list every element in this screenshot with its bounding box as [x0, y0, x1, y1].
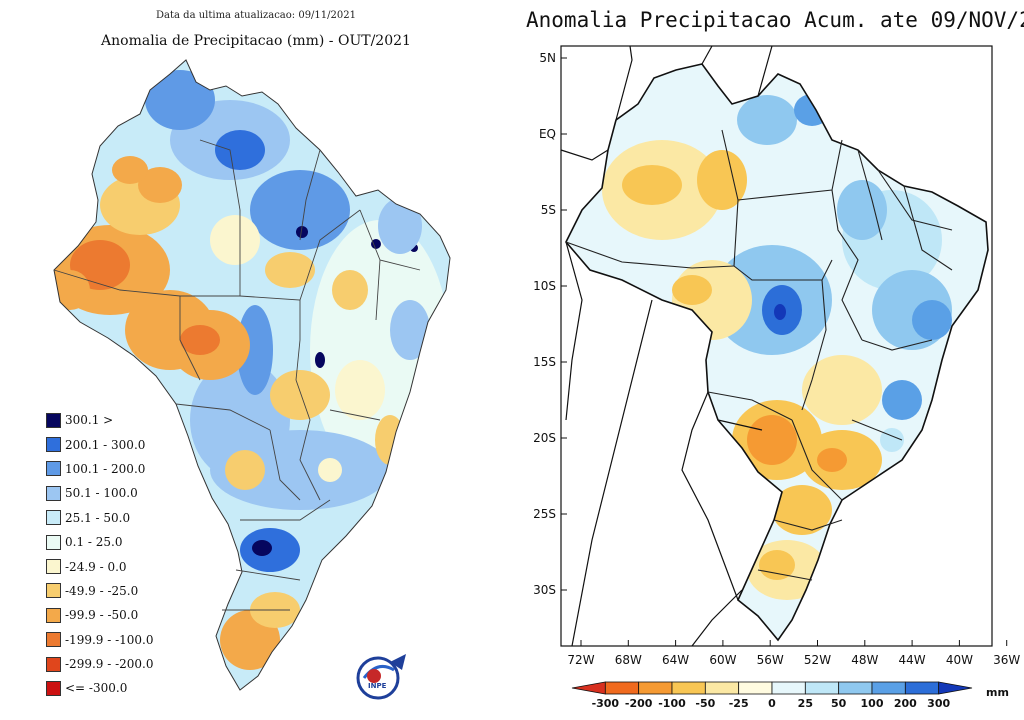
- colorbar-segment: [604, 681, 640, 695]
- colorbar-label: 300: [927, 697, 950, 710]
- legend-item: 100.1 - 200.0: [46, 457, 154, 481]
- legend-swatch: [46, 485, 61, 501]
- lon-tick-label: 56W: [757, 653, 784, 667]
- colorbar-segment: [738, 681, 773, 695]
- legend-swatch: [46, 583, 61, 599]
- legend-label: -49.9 - -25.0: [65, 583, 139, 598]
- lat-tick-label: 5N: [539, 51, 556, 65]
- lon-tick-label: 64W: [662, 653, 689, 667]
- right-map-panel: Anomalia Precipitacao Acum. ate 09/NOV/2…: [512, 0, 1024, 720]
- legend-swatch: [46, 607, 61, 623]
- right-map-title: Anomalia Precipitacao Acum. ate 09/NOV/2…: [526, 8, 1024, 32]
- colorbar-label: 200: [894, 697, 917, 710]
- colorbar-label: 100: [861, 697, 884, 710]
- lon-tick-label: 40W: [946, 653, 973, 667]
- legend-item: -299.9 - -200.0: [46, 652, 154, 676]
- colorbar-segment: [638, 681, 673, 695]
- colorbar-label: -25: [729, 697, 749, 710]
- colorbar-segment: [938, 681, 973, 695]
- inpe-logo: INPE: [356, 654, 406, 700]
- colorbar-segment: [571, 681, 606, 695]
- legend-label: 300.1 >: [65, 413, 114, 428]
- left-brazil-map: [53, 59, 451, 691]
- legend-label: -199.9 - -100.0: [65, 632, 154, 647]
- legend-label: 50.1 - 100.0: [65, 486, 138, 501]
- lon-tick-label: 48W: [851, 653, 878, 667]
- colorbar-segment: [838, 681, 873, 695]
- legend-item: -199.9 - -100.0: [46, 628, 154, 652]
- legend-swatch: [46, 534, 61, 550]
- inpe-logo-text: INPE: [368, 682, 387, 690]
- legend-item: <= -300.0: [46, 676, 154, 700]
- lat-tick-label: EQ: [539, 127, 556, 141]
- lat-tick-label: 10S: [533, 279, 556, 293]
- legend-item: -49.9 - -25.0: [46, 579, 154, 603]
- left-map-title: Anomalia de Precipitacao (mm) - OUT/2021: [101, 33, 411, 49]
- legend-label: 25.1 - 50.0: [65, 510, 131, 525]
- legend-label: <= -300.0: [65, 681, 128, 696]
- legend-swatch: [46, 412, 61, 428]
- colorbar-label: -200: [625, 697, 653, 710]
- legend-swatch: [46, 510, 61, 526]
- legend-swatch: [46, 680, 61, 696]
- colorbar-unit: mm: [986, 686, 1009, 699]
- colorbar-label: -50: [695, 697, 715, 710]
- legend-swatch: [46, 656, 61, 672]
- lon-tick-label: 72W: [567, 653, 594, 667]
- lon-tick-label: 36W: [993, 653, 1020, 667]
- lat-tick-label: 30S: [533, 583, 556, 597]
- colorbar-label: 50: [831, 697, 847, 710]
- legend-swatch: [46, 632, 61, 648]
- colorbar-segment: [804, 681, 840, 695]
- legend-label: 200.1 - 300.0: [65, 437, 146, 452]
- legend-label: 0.1 - 25.0: [65, 535, 123, 550]
- colorbar-label: 25: [798, 697, 813, 710]
- colorbar-label: 0: [768, 697, 776, 710]
- legend-item: 0.1 - 25.0: [46, 530, 154, 554]
- legend-swatch: [46, 437, 61, 453]
- colorbar-segment: [771, 681, 806, 695]
- legend-item: -24.9 - 0.0: [46, 554, 154, 578]
- lon-tick-label: 44W: [899, 653, 926, 667]
- colorbar-segment: [704, 681, 740, 695]
- legend-label: 100.1 - 200.0: [65, 461, 146, 476]
- legend-swatch: [46, 559, 61, 575]
- lon-tick-label: 52W: [804, 653, 831, 667]
- colorbar-label: -300: [592, 697, 620, 710]
- legend-item: -99.9 - -50.0: [46, 603, 154, 627]
- lon-tick-label: 68W: [615, 653, 642, 667]
- lat-tick-label: 5S: [541, 203, 556, 217]
- lat-tick-label: 20S: [533, 431, 556, 445]
- colorbar-segment: [871, 681, 906, 695]
- legend-item: 25.1 - 50.0: [46, 506, 154, 530]
- lon-tick-label: 60W: [709, 653, 736, 667]
- legend-label: -99.9 - -50.0: [65, 608, 139, 623]
- left-map-panel: Data da ultima atualizacao: 09/11/2021 A…: [46, 10, 451, 701]
- right-brazil-map: 5N EQ 5S 10S 15S 20S 25S 30S 72W 68W 64W 60W 56W 52W…: [533, 45, 1020, 710]
- update-date-text: Data da ultima atualizacao: 09/11/2021: [156, 10, 356, 21]
- colorbar-label: -100: [658, 697, 686, 710]
- legend-swatch: [46, 461, 61, 477]
- lat-tick-label: 25S: [533, 507, 556, 521]
- legend: 300.1 > 200.1 - 300.0 100.1 - 200.0 50.1 - …: [46, 408, 154, 701]
- legend-item: 50.1 - 100.0: [46, 481, 154, 505]
- legend-label: -299.9 - -200.0: [65, 657, 154, 672]
- legend-item: 200.1 - 300.0: [46, 432, 154, 456]
- colorbar-segment: [904, 681, 940, 695]
- legend-label: -24.9 - 0.0: [65, 559, 127, 574]
- lat-tick-label: 15S: [533, 355, 556, 369]
- legend-item: 300.1 >: [46, 408, 154, 432]
- colorbar-segment: [671, 681, 706, 695]
